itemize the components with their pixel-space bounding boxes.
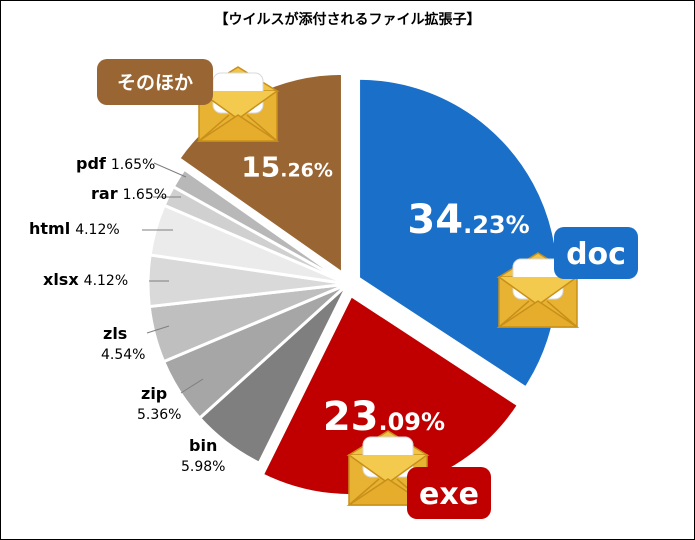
slice-name-bin: bin — [189, 436, 217, 455]
slice-label-doc: 34.23% — [407, 197, 529, 243]
badge-label-exe: exe — [419, 477, 479, 512]
slice-label-exe: 23.09% — [323, 394, 445, 440]
slice-label-xlsx: xlsx 4.12% — [43, 270, 128, 289]
leader-line-zip — [180, 378, 204, 394]
leader-line-pdf — [153, 162, 187, 178]
slice-pct-bin: 5.98% — [181, 459, 225, 475]
slice-label-rar: rar 1.65% — [91, 184, 167, 203]
badge-other — [97, 59, 213, 105]
slice-name-zip: zip — [141, 384, 167, 403]
slice-label-other: 15.26% — [241, 151, 333, 184]
slice-label-pdf: pdf 1.65% — [76, 154, 155, 173]
badge-doc — [554, 227, 638, 279]
badge-exe — [407, 467, 491, 519]
chart-title: 【ウイルスが添付されるファイル拡張子】 — [214, 12, 481, 28]
leader-line-zls — [146, 325, 170, 334]
leader-line-bin — [231, 428, 250, 442]
slice-name-zls: zls — [103, 324, 127, 343]
badge-label-other: そのほか — [117, 72, 193, 94]
badge-label-doc: doc — [566, 237, 626, 272]
slice-pct-zip: 5.36% — [137, 407, 181, 423]
pie-slice-pdf — [171, 167, 350, 286]
slice-pct-zls: 4.54% — [101, 347, 145, 363]
slice-label-html: html 4.12% — [29, 219, 120, 238]
envelope-icon-other — [196, 66, 280, 142]
